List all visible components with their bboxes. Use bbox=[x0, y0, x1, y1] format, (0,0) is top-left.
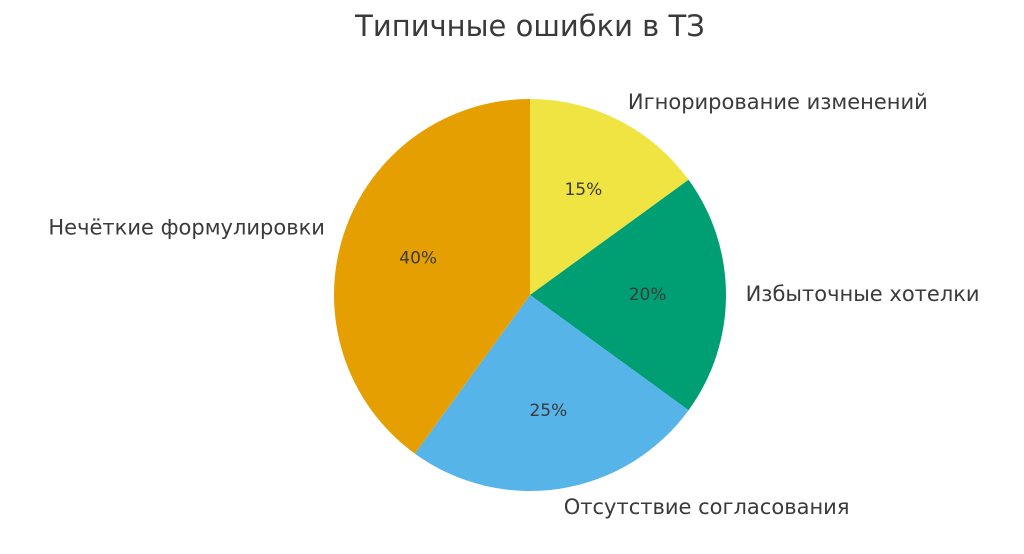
slice-label: Игнорирование изменений bbox=[628, 90, 928, 114]
slice-label: Отсутствие согласования bbox=[564, 495, 850, 519]
pie-slice bbox=[530, 179, 726, 411]
slice-label: Нечёткие формулировки bbox=[48, 215, 325, 239]
pie-slice bbox=[530, 99, 689, 295]
chart-title: Типичные ошибки в ТЗ bbox=[354, 9, 705, 43]
pie-slice bbox=[414, 295, 689, 491]
slice-percent: 40% bbox=[399, 249, 437, 269]
slice-percent: 25% bbox=[529, 401, 567, 421]
slice-percent: 15% bbox=[564, 180, 602, 200]
slice-percent: 20% bbox=[629, 285, 667, 305]
slice-label: Избыточные хотелки bbox=[746, 282, 980, 306]
pie-slice bbox=[334, 99, 530, 454]
